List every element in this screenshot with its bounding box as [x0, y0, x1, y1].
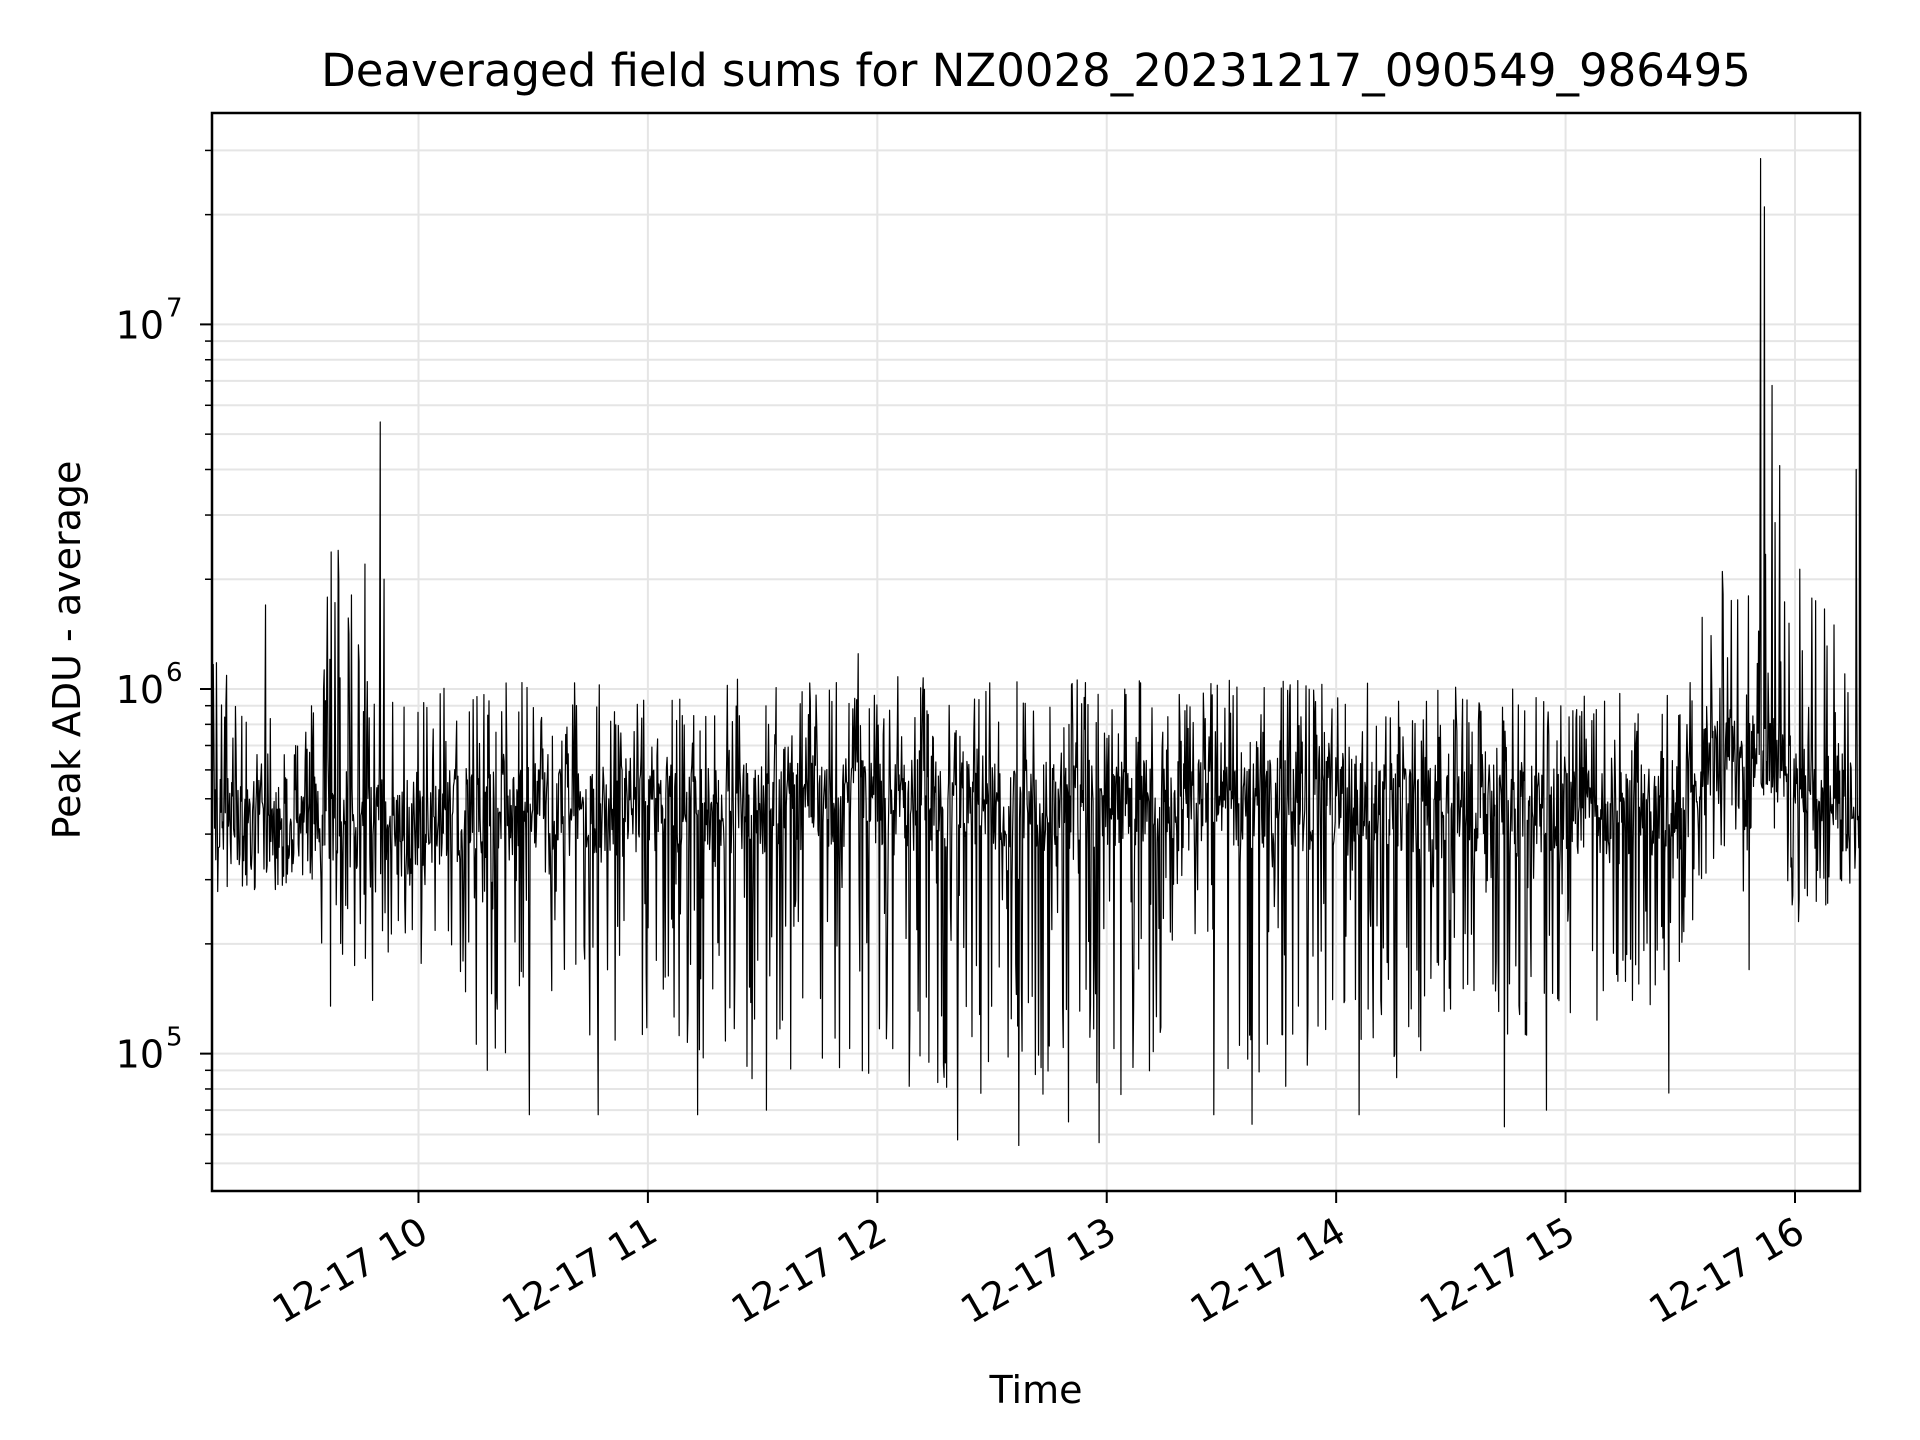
y-tick-label-exponent: 6 [166, 658, 183, 688]
y-tick-label: 10 [116, 303, 164, 347]
y-tick-label-exponent: 5 [166, 1023, 183, 1053]
y-tick-label: 10 [116, 1033, 164, 1077]
y-tick-label: 10 [116, 668, 164, 712]
y-axis-label: Peak ADU - average [45, 461, 89, 840]
y-tick-label-base: 10 [116, 303, 164, 347]
chart-title: Deaveraged field sums for NZ0028_2023121… [321, 44, 1751, 97]
x-axis-label: Time [989, 1368, 1083, 1412]
series-line [211, 157, 1861, 1147]
y-tick-label-base: 10 [116, 1033, 164, 1077]
y-tick-label-exponent: 7 [166, 293, 183, 323]
y-tick-label-base: 10 [116, 668, 164, 712]
plot-frame [210, 111, 1862, 1193]
series-line-group [211, 157, 1861, 1147]
